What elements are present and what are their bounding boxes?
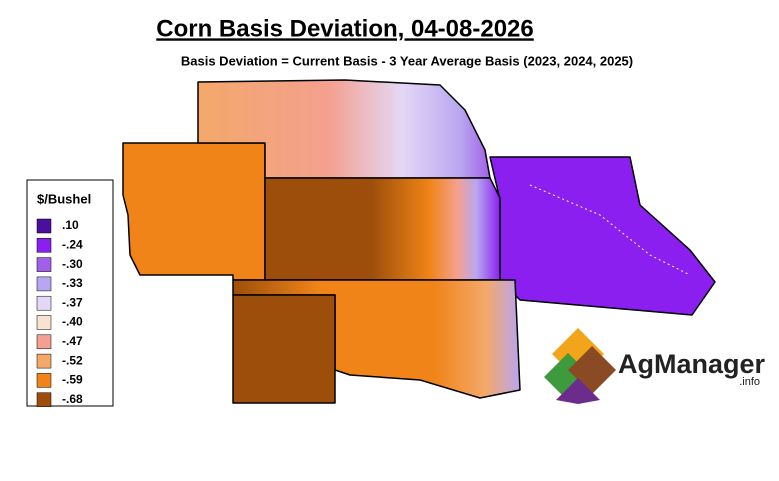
legend-swatch (36, 238, 52, 253)
kansas (264, 177, 501, 281)
legend-swatch (36, 276, 52, 292)
legend-swatch (36, 257, 52, 272)
legend-label: -.40 (62, 315, 83, 329)
legend-label: -.33 (62, 276, 83, 290)
legend-swatch (36, 218, 52, 234)
legend-swatch (36, 392, 52, 407)
legend-label: -.37 (62, 295, 83, 309)
legend-swatch (36, 373, 52, 388)
legend-swatch (36, 295, 52, 311)
nebraska (197, 79, 491, 179)
texas-panhandle (232, 294, 336, 404)
map-title: Corn Basis Deviation, 04-08-2026 (156, 15, 534, 42)
colorado (122, 142, 266, 281)
legend-label: .10 (62, 218, 79, 232)
legend-label: -.68 (62, 392, 83, 406)
legend-label: -.47 (62, 334, 83, 348)
logo: AgManager .info (544, 328, 766, 404)
logo-name: AgManager (618, 349, 766, 379)
map-subtitle: Basis Deviation = Current Basis - 3 Year… (181, 53, 633, 68)
legend-label: -.52 (62, 353, 83, 367)
legend-swatch (36, 353, 52, 369)
legend-label: -.59 (62, 373, 83, 387)
missouri (489, 156, 716, 316)
legend-label: -.30 (62, 257, 83, 271)
map (122, 79, 716, 404)
legend-swatch (36, 315, 52, 330)
legend-label: -.24 (62, 237, 83, 251)
legend-items: .10 -.24 -.30 -.33 -.37 -.40 -.47 -.52 -.59 -.68 (36, 218, 83, 407)
legend-swatch (36, 334, 52, 350)
logo-suffix: .info (739, 376, 760, 388)
legend-title: $/Bushel (37, 191, 91, 206)
